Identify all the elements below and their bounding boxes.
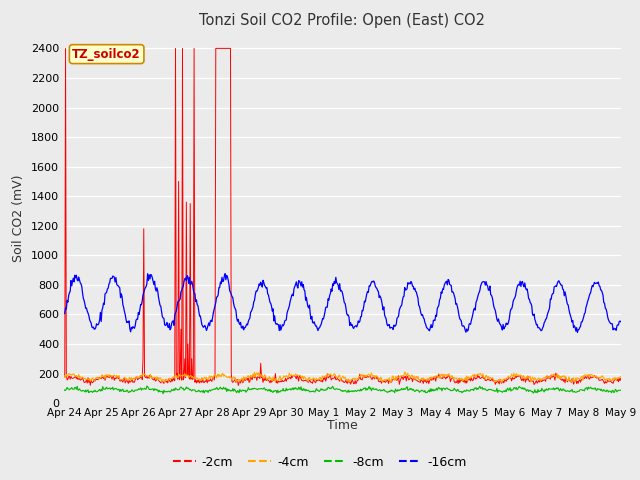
Line: -4cm: -4cm bbox=[64, 372, 621, 383]
-2cm bbox=[234, 383, 242, 388]
-8cm bbox=[143, 383, 150, 389]
-16cm bbox=[185, 281, 193, 287]
-4cm bbox=[127, 375, 135, 381]
-8cm bbox=[428, 386, 436, 392]
-8cm bbox=[617, 387, 625, 393]
-4cm bbox=[60, 374, 68, 380]
-4cm bbox=[412, 374, 419, 380]
-2cm bbox=[128, 376, 136, 382]
-4cm bbox=[70, 372, 78, 377]
-2cm bbox=[60, 374, 68, 380]
-16cm bbox=[411, 285, 419, 291]
X-axis label: Time: Time bbox=[327, 420, 358, 432]
-8cm bbox=[60, 388, 68, 394]
-16cm bbox=[428, 322, 435, 327]
-2cm bbox=[61, 46, 69, 51]
Line: -8cm: -8cm bbox=[64, 386, 621, 394]
-8cm bbox=[215, 386, 223, 392]
-16cm bbox=[60, 311, 68, 316]
-2cm bbox=[617, 375, 625, 381]
-8cm bbox=[412, 388, 419, 394]
-4cm bbox=[428, 376, 436, 382]
-2cm bbox=[214, 46, 222, 51]
-8cm bbox=[159, 391, 167, 396]
Legend: -2cm, -4cm, -8cm, -16cm: -2cm, -4cm, -8cm, -16cm bbox=[168, 451, 472, 474]
-8cm bbox=[127, 387, 135, 393]
-16cm bbox=[573, 329, 581, 335]
-16cm bbox=[70, 279, 78, 285]
-16cm bbox=[214, 292, 222, 298]
-4cm bbox=[184, 372, 192, 378]
-16cm bbox=[127, 324, 135, 330]
-16cm bbox=[144, 271, 152, 276]
Line: -16cm: -16cm bbox=[64, 274, 621, 332]
-4cm bbox=[401, 369, 408, 375]
-4cm bbox=[617, 373, 625, 379]
-8cm bbox=[70, 386, 78, 392]
-4cm bbox=[214, 372, 221, 378]
Title: Tonzi Soil CO2 Profile: Open (East) CO2: Tonzi Soil CO2 Profile: Open (East) CO2 bbox=[200, 13, 485, 28]
-4cm bbox=[387, 380, 395, 385]
-2cm bbox=[71, 374, 79, 380]
-16cm bbox=[617, 319, 625, 324]
-8cm bbox=[186, 387, 193, 393]
Line: -2cm: -2cm bbox=[64, 48, 621, 385]
-2cm bbox=[412, 377, 419, 383]
Text: TZ_soilco2: TZ_soilco2 bbox=[72, 48, 141, 60]
Y-axis label: Soil CO2 (mV): Soil CO2 (mV) bbox=[12, 175, 26, 262]
-2cm bbox=[428, 377, 436, 383]
-2cm bbox=[185, 372, 193, 378]
